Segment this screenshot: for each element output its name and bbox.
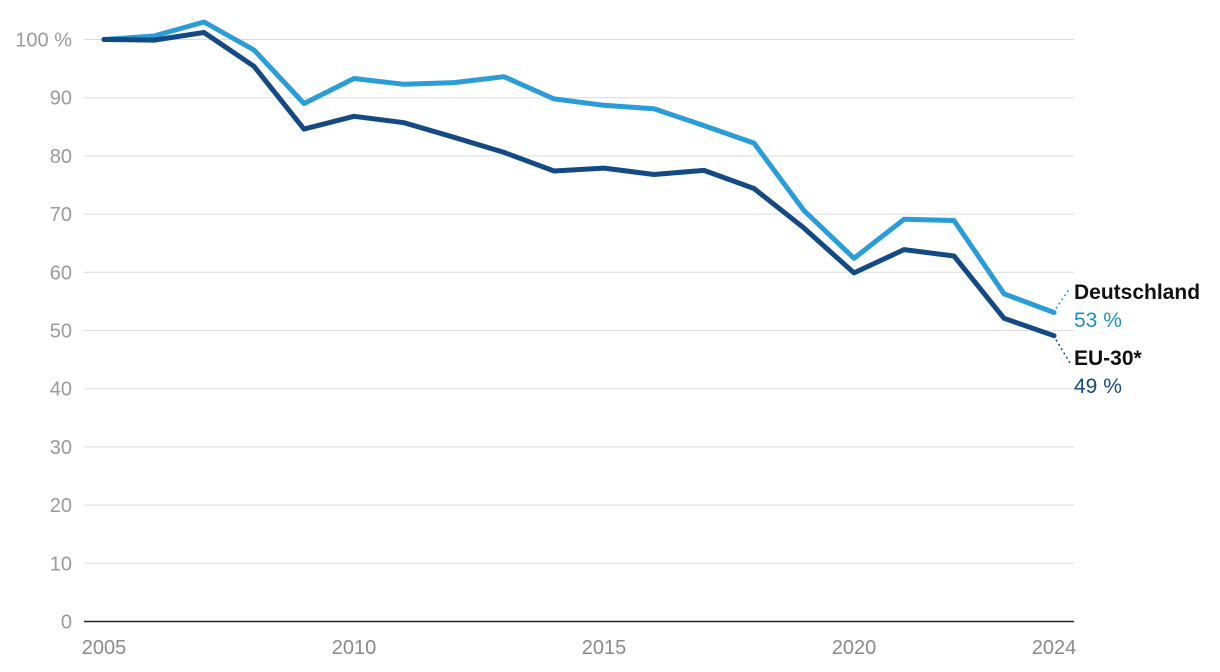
y-tick-label: 50 (50, 321, 72, 343)
series-end-value-label: 53 % (1074, 309, 1122, 332)
series-name-label: Deutschland (1074, 281, 1200, 304)
x-tick-label: 2020 (832, 637, 877, 659)
series-end-labels: Deutschland 53 % EU-30* 49 % (1055, 281, 1200, 398)
y-tick-label: 10 (50, 553, 72, 575)
y-tick-label: 0 (61, 612, 72, 634)
series-line-eu-30 (101, 30, 1057, 339)
y-tick-label: 90 (50, 88, 72, 110)
series-line-deutschland (101, 19, 1057, 315)
x-tick-label: 2005 (82, 637, 127, 659)
y-tick-label: 70 (50, 204, 72, 226)
y-tick-label: 30 (50, 437, 72, 459)
y-tick-label: 20 (50, 495, 72, 517)
grid (84, 39, 1074, 623)
x-axis-tick-labels: 2005 2010 2015 2020 2024 (82, 637, 1077, 659)
series-name-label: EU-30* (1074, 347, 1143, 370)
x-tick-label: 2010 (332, 637, 377, 659)
y-tick-label: 100 % (15, 30, 72, 52)
y-tick-label: 40 (50, 379, 72, 401)
leader-line (1055, 287, 1071, 309)
series-end-value-label: 49 % (1074, 375, 1122, 398)
y-axis-tick-labels: 0 10 20 30 40 50 60 70 80 90 100 % (15, 30, 72, 634)
x-tick-label: 2024 (1032, 637, 1077, 659)
series-lines (101, 19, 1057, 339)
y-tick-label: 80 (50, 146, 72, 168)
leader-line (1055, 339, 1071, 364)
y-tick-label: 60 (50, 262, 72, 284)
x-tick-label: 2015 (582, 637, 627, 659)
